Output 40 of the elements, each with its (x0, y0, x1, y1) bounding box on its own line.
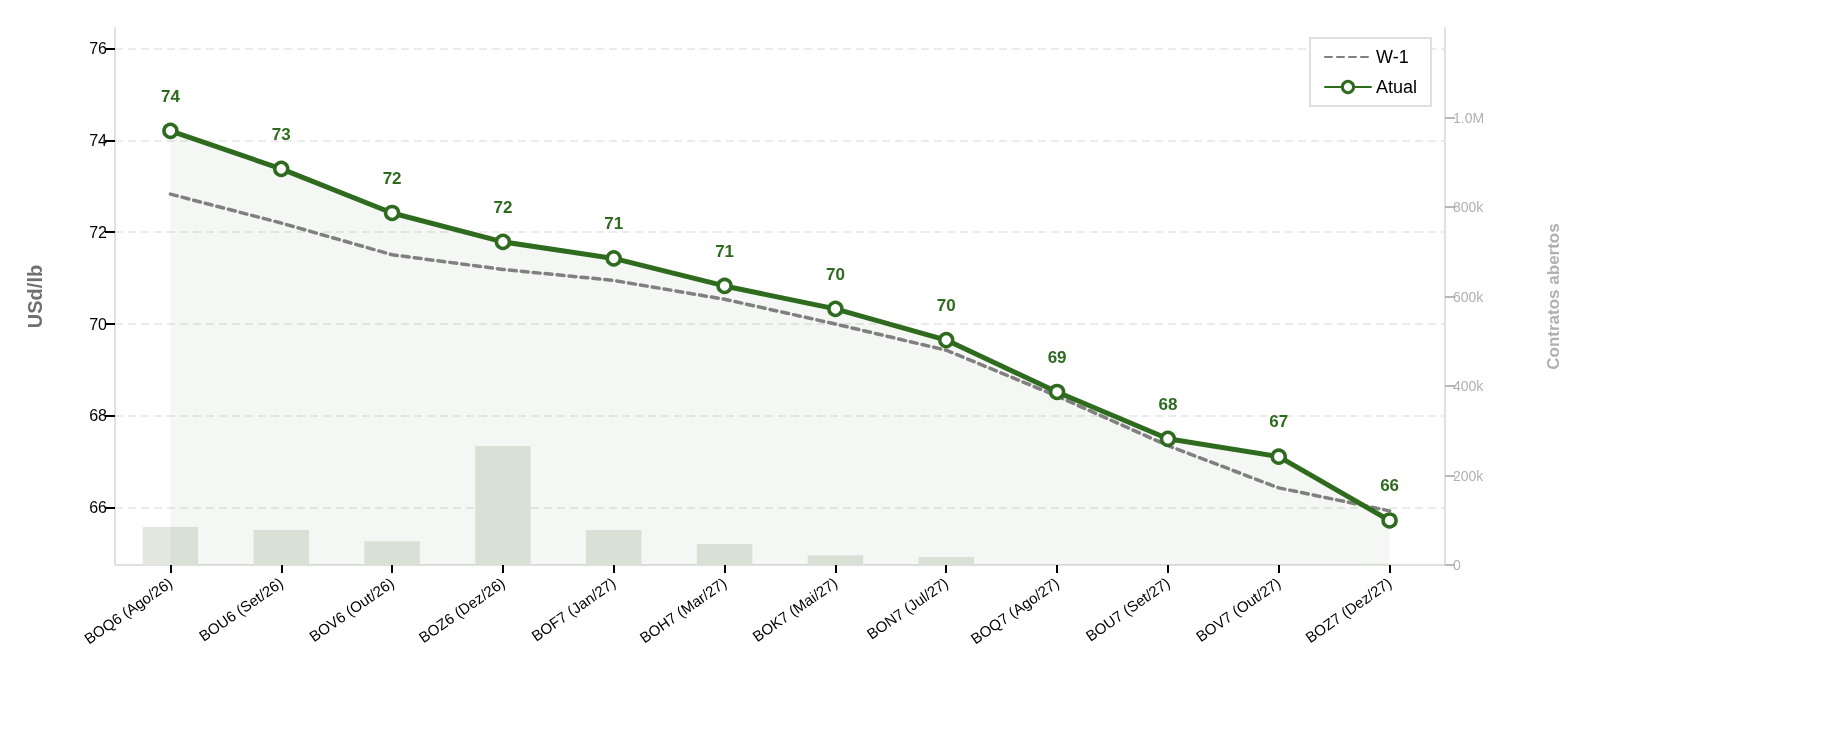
point (1381, 512, 1398, 529)
point (494, 233, 512, 251)
data-label: 67 (1269, 412, 1289, 432)
point (1048, 383, 1066, 401)
point (605, 250, 622, 267)
y2-tick-label: 0 (1453, 557, 1461, 573)
point (938, 331, 955, 349)
data-label: 66 (1380, 476, 1400, 496)
y-tick-label: 68 (89, 407, 108, 425)
point (827, 300, 844, 318)
data-label: 70 (936, 295, 956, 315)
data-label: 74 (160, 86, 181, 106)
data-label: 70 (825, 264, 845, 284)
y2-axis-title: Contratos abertos (1544, 223, 1563, 370)
y-tick-label: 70 (89, 315, 108, 333)
data-label: 72 (382, 168, 402, 188)
y-tick-label: 72 (89, 223, 108, 241)
point (383, 204, 401, 222)
y-tick-label: 76 (89, 40, 108, 58)
point (162, 122, 179, 140)
data-label: 68 (1158, 394, 1178, 414)
y2-tick-label: 800k (1453, 199, 1485, 215)
y2-tick-label: 400k (1453, 378, 1485, 394)
data-label: 71 (715, 241, 735, 261)
y-tick-label: 74 (89, 131, 108, 149)
point (1270, 448, 1287, 465)
y2-tick-label: 200k (1453, 467, 1485, 484)
y2-tick-label: 1.0M (1453, 109, 1485, 126)
data-label: 72 (493, 197, 513, 217)
y-tick-label: 66 (89, 499, 108, 517)
data-label: 71 (604, 214, 624, 234)
data-label: 69 (1047, 347, 1067, 367)
data-label: 73 (271, 124, 291, 144)
point (1159, 430, 1177, 448)
legend-label: Atual (1375, 77, 1417, 97)
legend-label: W-1 (1375, 47, 1409, 67)
point (716, 277, 733, 295)
point (273, 160, 290, 178)
y-axis-title: USd/lb (24, 264, 46, 329)
y2-tick-label: 600k (1453, 288, 1485, 305)
